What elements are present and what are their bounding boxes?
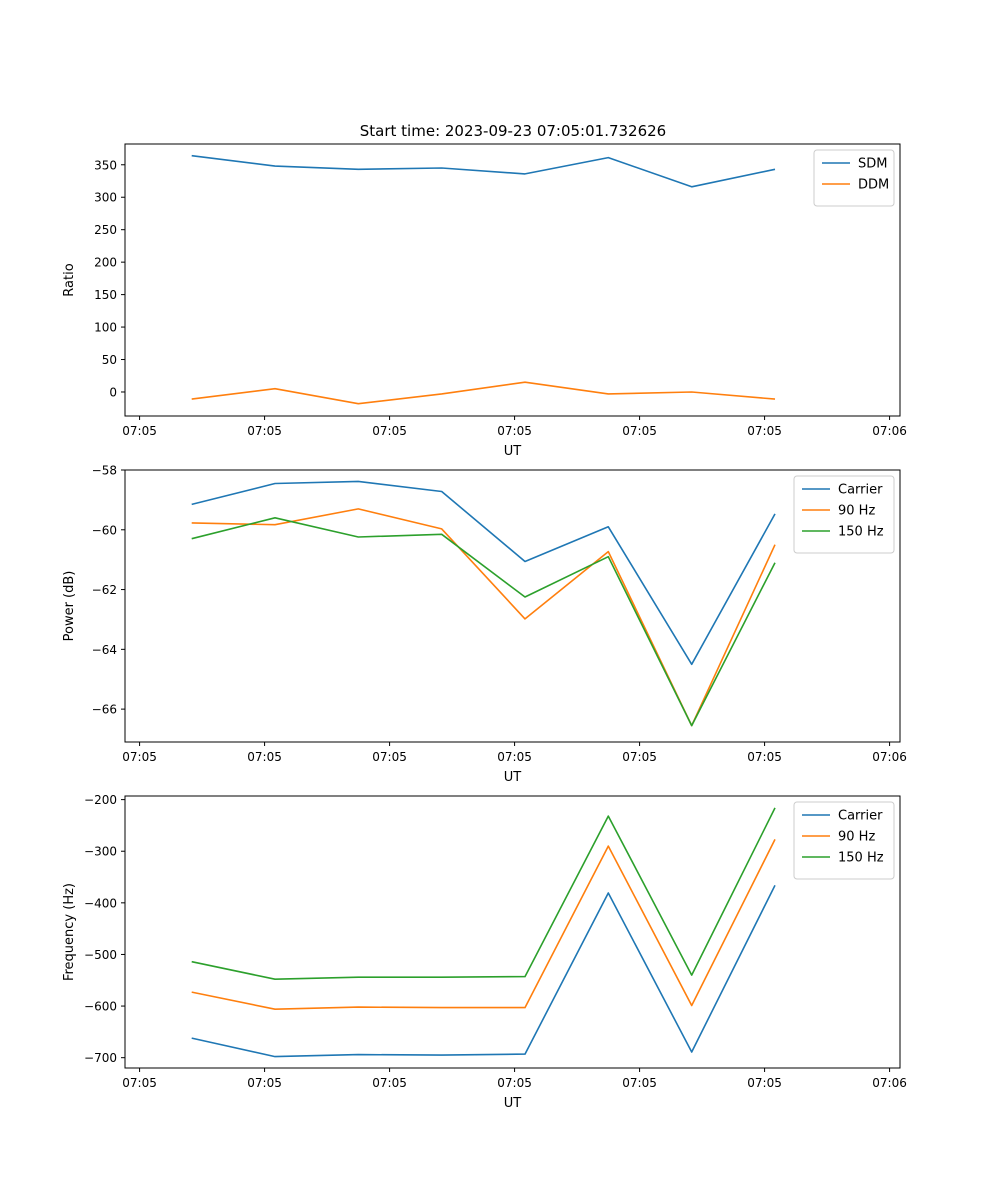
- x-tick-label: 07:05: [372, 424, 407, 438]
- chart-panel-3: 07:05 07:05 07:05 07:05 07:05 07:05 07:06 −200 −…: [62, 793, 907, 1111]
- x-axis-label: UT: [504, 1096, 522, 1111]
- y-tick-label: −300: [84, 845, 117, 859]
- x-tick-label: 07:05: [747, 750, 782, 764]
- x-tick-label: 07:05: [372, 1076, 407, 1090]
- legend: Carrier 90 Hz 150 Hz: [793, 801, 895, 880]
- series-line-ddm: [191, 381, 776, 405]
- y-tick-label: −700: [84, 1051, 117, 1065]
- legend-label: 90 Hz: [838, 830, 875, 845]
- x-axis-label: UT: [504, 770, 522, 785]
- y-tick-label: 350: [94, 158, 117, 172]
- chart-panel-1: 07:05 07:05 07:05 07:05 07:05 07:05 07:06 0 50 10…: [62, 143, 907, 459]
- y-tick-label: −600: [84, 1000, 117, 1014]
- x-tick-label: 07:05: [497, 424, 532, 438]
- series-line-carrier: [191, 884, 776, 1058]
- x-tick-label: 07:05: [747, 1076, 782, 1090]
- x-tick-label: 07:05: [122, 1076, 157, 1090]
- legend-box: [793, 475, 895, 554]
- legend-box: [813, 149, 895, 207]
- x-tick-label: 07:05: [497, 750, 532, 764]
- y-tick-label: −400: [84, 896, 117, 910]
- y-tick-label: −60: [92, 523, 117, 537]
- y-tick-label: −66: [92, 703, 117, 717]
- x-axis-label: UT: [504, 444, 522, 459]
- x-tick-label: 07:06: [872, 750, 907, 764]
- legend: Carrier 90 Hz 150 Hz: [793, 475, 895, 554]
- y-tick-label: 0: [109, 385, 117, 399]
- legend-label: 150 Hz: [838, 525, 884, 540]
- legend-label: 150 Hz: [838, 851, 884, 866]
- y-tick-label: −500: [84, 948, 117, 962]
- y-tick-label: −62: [92, 583, 117, 597]
- x-tick-label: 07:05: [622, 1076, 657, 1090]
- y-tick-label: 100: [94, 321, 117, 335]
- y-tick-label: −64: [92, 643, 117, 657]
- series-line-sdm: [191, 154, 776, 188]
- series-line-150-hz: [191, 516, 776, 727]
- axes-frame: [124, 795, 901, 1069]
- figure-title: Start time: 2023-09-23 07:05:01.732626: [360, 122, 666, 140]
- legend-label: SDM: [858, 157, 887, 172]
- x-tick-label: 07:05: [122, 424, 157, 438]
- y-tick-label: −200: [84, 793, 117, 807]
- y-tick-label: 50: [102, 353, 117, 367]
- x-tick-label: 07:06: [872, 1076, 907, 1090]
- x-tick-label: 07:05: [247, 1076, 282, 1090]
- y-tick-label: 200: [94, 256, 117, 270]
- x-tick-label: 07:05: [372, 750, 407, 764]
- axes-frame: [124, 469, 901, 743]
- legend-label: Carrier: [838, 809, 883, 824]
- chart-panel-2: 07:05 07:05 07:05 07:05 07:05 07:05 07:06 −58 −6…: [62, 464, 907, 786]
- legend-label: Carrier: [838, 483, 883, 498]
- x-tick-label: 07:05: [622, 750, 657, 764]
- x-tick-label: 07:05: [747, 424, 782, 438]
- x-tick-label: 07:05: [622, 424, 657, 438]
- y-tick-label: 250: [94, 223, 117, 237]
- x-tick-label: 07:05: [122, 750, 157, 764]
- x-tick-label: 07:05: [247, 424, 282, 438]
- legend: SDM DDM: [813, 149, 895, 207]
- y-axis-label: Frequency (Hz): [62, 883, 77, 981]
- y-tick-label: 150: [94, 288, 117, 302]
- y-axis-label: Power (dB): [62, 571, 77, 642]
- series-line-carrier: [191, 480, 776, 666]
- x-tick-label: 07:05: [497, 1076, 532, 1090]
- x-tick-label: 07:05: [247, 750, 282, 764]
- series-line-90-hz: [191, 839, 776, 1011]
- y-tick-label: 300: [94, 191, 117, 205]
- series-line-90-hz: [191, 508, 776, 727]
- legend-label: DDM: [858, 178, 889, 193]
- legend-label: 90 Hz: [838, 504, 875, 519]
- y-axis-label: Ratio: [62, 263, 77, 296]
- x-tick-label: 07:06: [872, 424, 907, 438]
- legend-box: [793, 801, 895, 880]
- series-line-150-hz: [191, 807, 776, 981]
- axes-frame: [124, 143, 901, 417]
- y-tick-label: −58: [92, 464, 117, 478]
